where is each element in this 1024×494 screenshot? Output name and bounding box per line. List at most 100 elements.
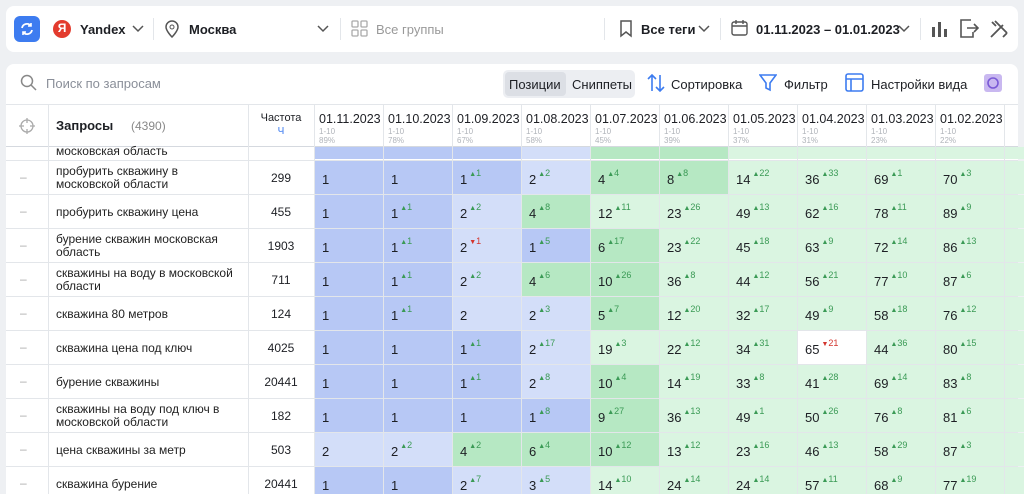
position-wrap: 77 ▲10 [874, 270, 908, 291]
position-change: ▲6 [959, 406, 971, 416]
period-select[interactable]: 01.11.2023 – 01.01.2023 [756, 22, 900, 37]
position-cell: 1 ▲1 [384, 263, 452, 296]
tools-button[interactable] [988, 18, 1010, 40]
position-change: ▲21 [821, 270, 838, 280]
change-value: 10 [897, 270, 908, 280]
position: 23 [667, 240, 682, 255]
change-value: 26 [828, 406, 839, 416]
row-line [6, 330, 1018, 331]
position-wrap: 4 ▲8 [529, 202, 550, 223]
change-value: 33 [828, 168, 839, 178]
query[interactable]: бурение скважин московская область [56, 232, 218, 259]
change-value: 19 [966, 474, 977, 484]
change-value: 21 [828, 338, 839, 348]
column-date: 01.05.2023 [733, 112, 796, 126]
position-cell: 1 ▲1 [384, 229, 452, 262]
search-input[interactable]: Поиск по запросам [46, 76, 161, 91]
position-cell: 49 ▲9 [798, 297, 866, 330]
groups-select[interactable]: Все группы [376, 22, 444, 37]
region-select[interactable]: Москва [189, 22, 237, 37]
query[interactable]: скважина цена под ключ [56, 340, 193, 355]
change-arrow: ▲ [538, 171, 546, 178]
change-value: 12 [759, 270, 770, 280]
position-change: ▲29 [890, 440, 907, 450]
sort-button[interactable]: Сортировка [671, 77, 743, 92]
position-cell: 44 ▲12 [729, 263, 797, 296]
filter-button[interactable]: Фильтр [784, 77, 828, 92]
column-range: 1-10 [388, 127, 405, 136]
position: 1 [460, 376, 468, 391]
tab[interactable]: Позиции [509, 77, 561, 92]
change-value: 14 [759, 474, 770, 484]
query[interactable]: скважина 80 метров [56, 306, 168, 321]
change-value: 12 [621, 440, 632, 450]
row-dash: – [20, 476, 27, 490]
position: 2 [529, 376, 537, 391]
engine-logo: Я [57, 21, 67, 35]
position: 49 [805, 308, 820, 323]
cell-bg [660, 147, 728, 159]
position-wrap: 49 ▲1 [736, 406, 764, 427]
calendar-icon [731, 20, 748, 36]
query[interactable]: цена скважины за метр [56, 442, 186, 457]
column-line [521, 104, 522, 494]
position-cell: 4 ▲6 [522, 263, 590, 296]
engine-select[interactable]: Yandex [80, 22, 126, 37]
position: 1 [322, 206, 330, 221]
row-dash: – [20, 408, 27, 422]
tab[interactable]: Сниппеты [572, 77, 633, 92]
change-arrow: ▲ [890, 307, 898, 314]
position-wrap: 22 ▲12 [667, 338, 700, 359]
position-cell: 14 ▲10 [591, 467, 659, 494]
extra-button[interactable] [983, 73, 1003, 93]
position: 49 [736, 410, 751, 425]
query[interactable]: пробурить скважину цена [56, 204, 199, 219]
change-arrow: ▲ [959, 375, 967, 382]
position: 1 [391, 172, 399, 187]
position: 49 [736, 206, 751, 221]
position: 58 [874, 308, 889, 323]
position-wrap: 2 ▲2 [529, 168, 550, 189]
position-cell: 63 ▲9 [798, 229, 866, 262]
view-settings-button[interactable]: Настройки вида [871, 77, 968, 92]
position: 36 [805, 172, 820, 187]
position-change: ▲4 [607, 168, 619, 178]
position-cell: 3 ▲5 [522, 467, 590, 494]
change-value: 26 [621, 270, 632, 280]
export-button[interactable] [958, 18, 980, 40]
position: 1 [322, 410, 330, 425]
chart-button[interactable] [930, 19, 950, 39]
column-date: 01.11.2023 [319, 112, 381, 126]
query[interactable]: пробурить скважину в московской области [56, 164, 179, 191]
query[interactable]: бурение скважины [56, 374, 160, 389]
position-cell: 1 [315, 467, 383, 494]
position-change: ▲2 [469, 440, 481, 450]
position-cell: 2 ▲2 [522, 161, 590, 194]
position-wrap: 49 ▲9 [805, 304, 833, 325]
position-wrap: 76 ▲8 [874, 406, 902, 427]
query[interactable]: скважины на воду в московской области [56, 266, 233, 293]
query[interactable]: скважина бурение [56, 476, 158, 491]
change-arrow: ▲ [752, 171, 760, 178]
column-range: 1-10 [595, 127, 612, 136]
chevron [898, 25, 910, 33]
position-cell: 32 ▲17 [729, 297, 797, 330]
change-value: 1 [476, 338, 482, 348]
query-text: скважины на воду под ключ в московской о… [56, 402, 242, 430]
row-dash: – [20, 340, 27, 354]
change-arrow: ▲ [890, 375, 898, 382]
position-change: ▼21 [821, 338, 838, 348]
position-wrap: 1 [391, 409, 398, 427]
tags-select[interactable]: Все теги [641, 22, 696, 37]
cell-bg [1005, 331, 1024, 364]
query[interactable]: скважины на воду под ключ в московской о… [56, 402, 220, 429]
position: 68 [874, 478, 889, 493]
position: 5 [598, 308, 606, 323]
position-cell: 2 ▼1 [453, 229, 521, 262]
position-change: ▲7 [469, 474, 481, 484]
position-change: ▲26 [821, 406, 838, 416]
toolbar: Я Yandex Москва Все группы Все теги 01.1… [6, 6, 1018, 52]
position-wrap: 1 [322, 171, 329, 189]
cell-bg [1005, 161, 1024, 194]
refresh-button[interactable] [14, 16, 40, 42]
